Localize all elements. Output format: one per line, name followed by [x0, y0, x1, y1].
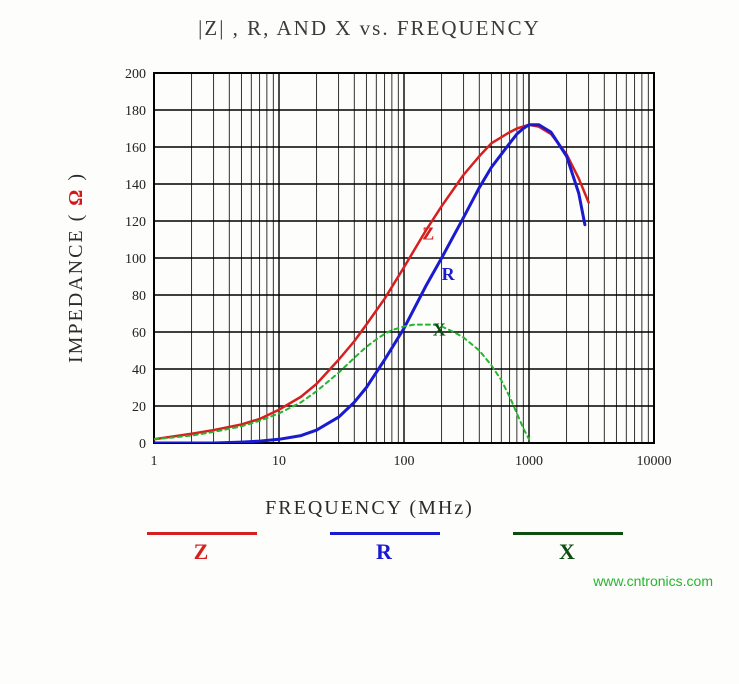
legend-swatch-R: [330, 532, 440, 535]
series-label-Z: Z: [422, 224, 434, 244]
svg-text:100: 100: [394, 454, 415, 469]
legend-label-R: R: [376, 539, 393, 565]
y-axis-unit: Ω: [65, 188, 87, 206]
svg-text:180: 180: [125, 104, 146, 119]
legend-label-Z: Z: [194, 539, 210, 565]
svg-text:1000: 1000: [515, 454, 543, 469]
legend-item-Z: Z: [147, 532, 257, 565]
svg-text:1: 1: [151, 454, 158, 469]
legend-swatch-Z: [147, 532, 257, 535]
svg-text:80: 80: [132, 289, 146, 304]
svg-text:10000: 10000: [637, 454, 672, 469]
chart-title: |Z| , R, AND X vs. FREQUENCY: [20, 16, 719, 41]
watermark: www.cntronics.com: [20, 573, 719, 589]
legend-item-X: X: [513, 532, 623, 565]
chart-area: IMPEDANCE ( Ω ) 1 10 100 1000 10000 0 20 40 60 80…: [20, 53, 719, 483]
svg-text:60: 60: [132, 326, 146, 341]
series-label-R: R: [442, 264, 456, 284]
svg-text:10: 10: [272, 454, 286, 469]
y-axis-label: IMPEDANCE ( Ω ): [65, 172, 88, 363]
legend-item-R: R: [330, 532, 440, 565]
svg-text:0: 0: [139, 437, 146, 452]
svg-text:160: 160: [125, 141, 146, 156]
series-label-X: X: [433, 320, 446, 340]
legend-label-X: X: [559, 539, 576, 565]
legend-swatch-X: [513, 532, 623, 535]
impedance-chart: 1 10 100 1000 10000 0 20 40 60 80 100 120 140 160 180 2…: [94, 53, 674, 483]
svg-text:40: 40: [132, 363, 146, 378]
legend: ZRX: [110, 532, 659, 565]
svg-text:120: 120: [125, 215, 146, 230]
svg-text:100: 100: [125, 252, 146, 267]
svg-text:140: 140: [125, 178, 146, 193]
svg-text:20: 20: [132, 400, 146, 415]
svg-text:200: 200: [125, 67, 146, 82]
y-axis-text: IMPEDANCE: [65, 229, 87, 364]
x-axis-label: FREQUENCY (MHz): [20, 497, 719, 520]
